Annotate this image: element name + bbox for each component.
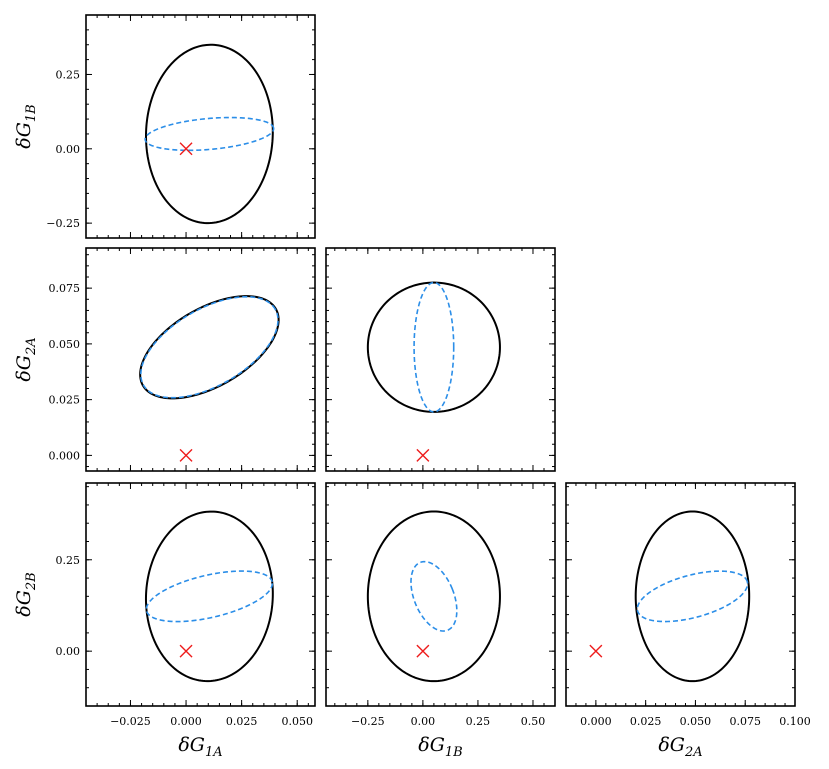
tick-marks [326,248,555,471]
y-axis-label: δG2A [13,337,39,381]
x-tick-label: −0.25 [351,715,385,728]
y-tick-label: −0.25 [46,217,80,230]
panel-G1A-vs-G2B: −0.025 0.000 0.025 0.050 δG1A 0.00 0.25 δG2B [13,482,316,760]
x-tick-label: 0.25 [466,715,491,728]
panel-G1A-vs-G1B: −0.25 0.00 0.25 δG1B [13,14,316,239]
origin-marker [416,448,430,462]
ellipse-group [634,510,751,683]
dashed-ellipse [144,116,275,152]
origin-marker [179,448,193,462]
tick-marks [326,483,555,706]
x-tick-label: 0.000 [580,715,612,728]
plot-frame [325,482,556,707]
ellipse-group [366,510,501,683]
origin-marker [589,644,603,658]
x-tick-label: 0.050 [281,715,313,728]
dashed-ellipse [410,560,458,632]
dashed-ellipse [145,570,274,623]
solid-ellipse [634,510,751,683]
origin-marker [416,644,430,658]
ellipse-group [366,281,501,413]
solid-ellipse [139,295,280,400]
solid-ellipse [145,43,274,225]
panel-G1B-vs-G2A [325,247,556,472]
dashed-ellipse [140,295,279,399]
y-tick-label: 0.075 [49,282,81,295]
panel-G2A-vs-G2B: 0.000 0.025 0.050 0.075 0.100 δG2A [565,482,811,760]
solid-ellipse [144,510,274,683]
x-axis-label: δG1B [418,734,462,760]
ellipse-group [139,295,280,400]
x-tick-label: 0.075 [729,715,761,728]
x-axis-label: δG1A [178,734,222,760]
tick-marks [86,15,315,238]
plot-frame [565,482,796,707]
y-tick-label: 0.025 [49,394,81,407]
plot-frame [85,14,316,239]
x-tick-label: 0.025 [630,715,662,728]
origin-marker [179,142,193,156]
ellipse-group [144,43,275,225]
dashed-ellipse [636,570,749,623]
x-tick-label: 0.000 [170,715,202,728]
x-tick-label: −0.025 [110,715,151,728]
dashed-ellipse [413,281,455,413]
x-axis-label: δG2A [658,734,702,760]
y-tick-label: 0.050 [49,338,81,351]
x-tick-label: 0.050 [680,715,712,728]
origin-marker [179,644,193,658]
y-tick-label: 0.25 [56,554,81,567]
plot-frame [85,482,316,707]
solid-ellipse [366,281,501,413]
tick-marks [566,483,796,706]
panel-G1B-vs-G2B: −0.25 0.00 0.25 0.50 δG1B [325,482,556,760]
plot-frame [85,247,316,472]
x-tick-label: 0.00 [411,715,436,728]
y-tick-label: 0.00 [56,143,81,156]
plot-frame [325,247,556,472]
y-tick-label: 0.25 [56,68,81,81]
x-tick-label: 0.100 [779,715,811,728]
x-tick-label: 0.50 [521,715,546,728]
y-axis-label: δG1B [13,104,39,148]
solid-ellipse [366,510,501,683]
x-tick-label: 0.025 [226,715,258,728]
y-tick-label: 0.000 [49,449,81,462]
tick-marks [86,248,315,471]
tick-marks [86,483,315,706]
panel-G1A-vs-G2A: 0.000 0.025 0.050 0.075 δG2A [13,247,316,472]
y-tick-label: 0.00 [56,645,81,658]
y-axis-label: δG2B [13,572,39,616]
ellipse-group [144,510,274,683]
